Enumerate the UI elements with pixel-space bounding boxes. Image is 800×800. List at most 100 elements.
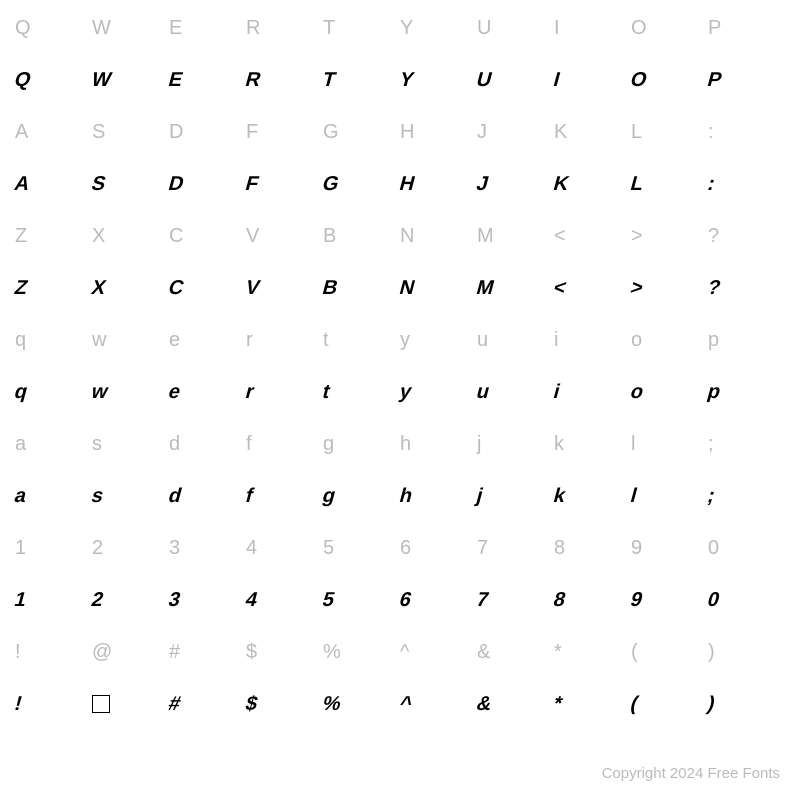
char-glyph: I [551,67,635,93]
char-label: j [477,431,554,457]
char-label: # [169,639,246,665]
char-glyph: : [705,171,789,197]
char-glyph: X [89,275,173,301]
char-glyph: U [474,67,558,93]
char-label: J [477,119,554,145]
char-glyph: i [551,379,635,405]
char-glyph: p [705,379,789,405]
char-label: ? [708,223,785,249]
char-glyph: s [89,483,173,509]
char-glyph: y [397,379,481,405]
char-glyph: d [166,483,250,509]
char-label: ^ [400,639,477,665]
char-glyph: 9 [628,587,712,613]
char-glyph: K [551,171,635,197]
char-glyph: B [320,275,404,301]
char-label: ! [15,639,92,665]
char-label: N [400,223,477,249]
char-glyph: L [628,171,712,197]
char-label: R [246,15,323,41]
char-glyph: e [166,379,250,405]
copyright-footer: Copyright 2024 Free Fonts [602,765,780,782]
char-glyph: 4 [243,587,327,613]
char-label: Q [15,15,92,41]
char-glyph: k [551,483,635,509]
char-label: V [246,223,323,249]
char-label: r [246,327,323,353]
char-glyph: S [89,171,173,197]
char-label: s [92,431,169,457]
char-glyph: E [166,67,250,93]
char-label: % [323,639,400,665]
char-label: * [554,639,631,665]
char-glyph: V [243,275,327,301]
char-glyph: o [628,379,712,405]
char-label: I [554,15,631,41]
missing-glyph-icon [92,695,110,713]
char-label: ) [708,639,785,665]
char-label: 5 [323,535,400,561]
char-label: l [631,431,708,457]
char-label: C [169,223,246,249]
char-glyph: M [474,275,558,301]
char-glyph: & [474,691,558,717]
char-label: 9 [631,535,708,561]
char-label: y [400,327,477,353]
char-label: $ [246,639,323,665]
char-label: 3 [169,535,246,561]
char-glyph: H [397,171,481,197]
char-label: p [708,327,785,353]
char-label: B [323,223,400,249]
char-label: G [323,119,400,145]
char-label: k [554,431,631,457]
char-glyph: > [628,275,712,301]
char-glyph: h [397,483,481,509]
char-label: 0 [708,535,785,561]
char-glyph: < [551,275,635,301]
char-glyph: a [12,483,96,509]
char-glyph: Q [12,67,96,93]
char-label: u [477,327,554,353]
char-glyph: u [474,379,558,405]
char-glyph: C [166,275,250,301]
char-label: Y [400,15,477,41]
char-label: 1 [15,535,92,561]
char-glyph: 6 [397,587,481,613]
char-label: L [631,119,708,145]
char-label: & [477,639,554,665]
char-label: D [169,119,246,145]
char-glyph: g [320,483,404,509]
char-glyph: 0 [705,587,789,613]
char-label: e [169,327,246,353]
char-glyph: D [166,171,250,197]
char-label: O [631,15,708,41]
char-glyph: P [705,67,789,93]
char-glyph: j [474,483,558,509]
char-glyph: w [89,379,173,405]
character-map-grid: QWERTYUIOPQWERTYUIOPASDFGHJKL:ASDFGHJKL:… [15,15,785,717]
char-glyph: ; [705,483,789,509]
char-label: ( [631,639,708,665]
char-glyph: Y [397,67,481,93]
char-glyph: A [12,171,96,197]
char-label: 6 [400,535,477,561]
char-glyph: T [320,67,404,93]
char-glyph: G [320,171,404,197]
char-label: f [246,431,323,457]
char-label: H [400,119,477,145]
char-glyph: ) [705,691,789,717]
char-label: < [554,223,631,249]
char-glyph: 5 [320,587,404,613]
char-glyph: W [89,67,173,93]
char-label: : [708,119,785,145]
char-glyph: ^ [397,691,481,717]
char-glyph: q [12,379,96,405]
char-glyph: 2 [89,587,173,613]
char-glyph: $ [243,691,327,717]
char-label: T [323,15,400,41]
char-glyph: r [243,379,327,405]
char-label: E [169,15,246,41]
char-label: Z [15,223,92,249]
char-glyph [92,691,169,717]
char-label: U [477,15,554,41]
